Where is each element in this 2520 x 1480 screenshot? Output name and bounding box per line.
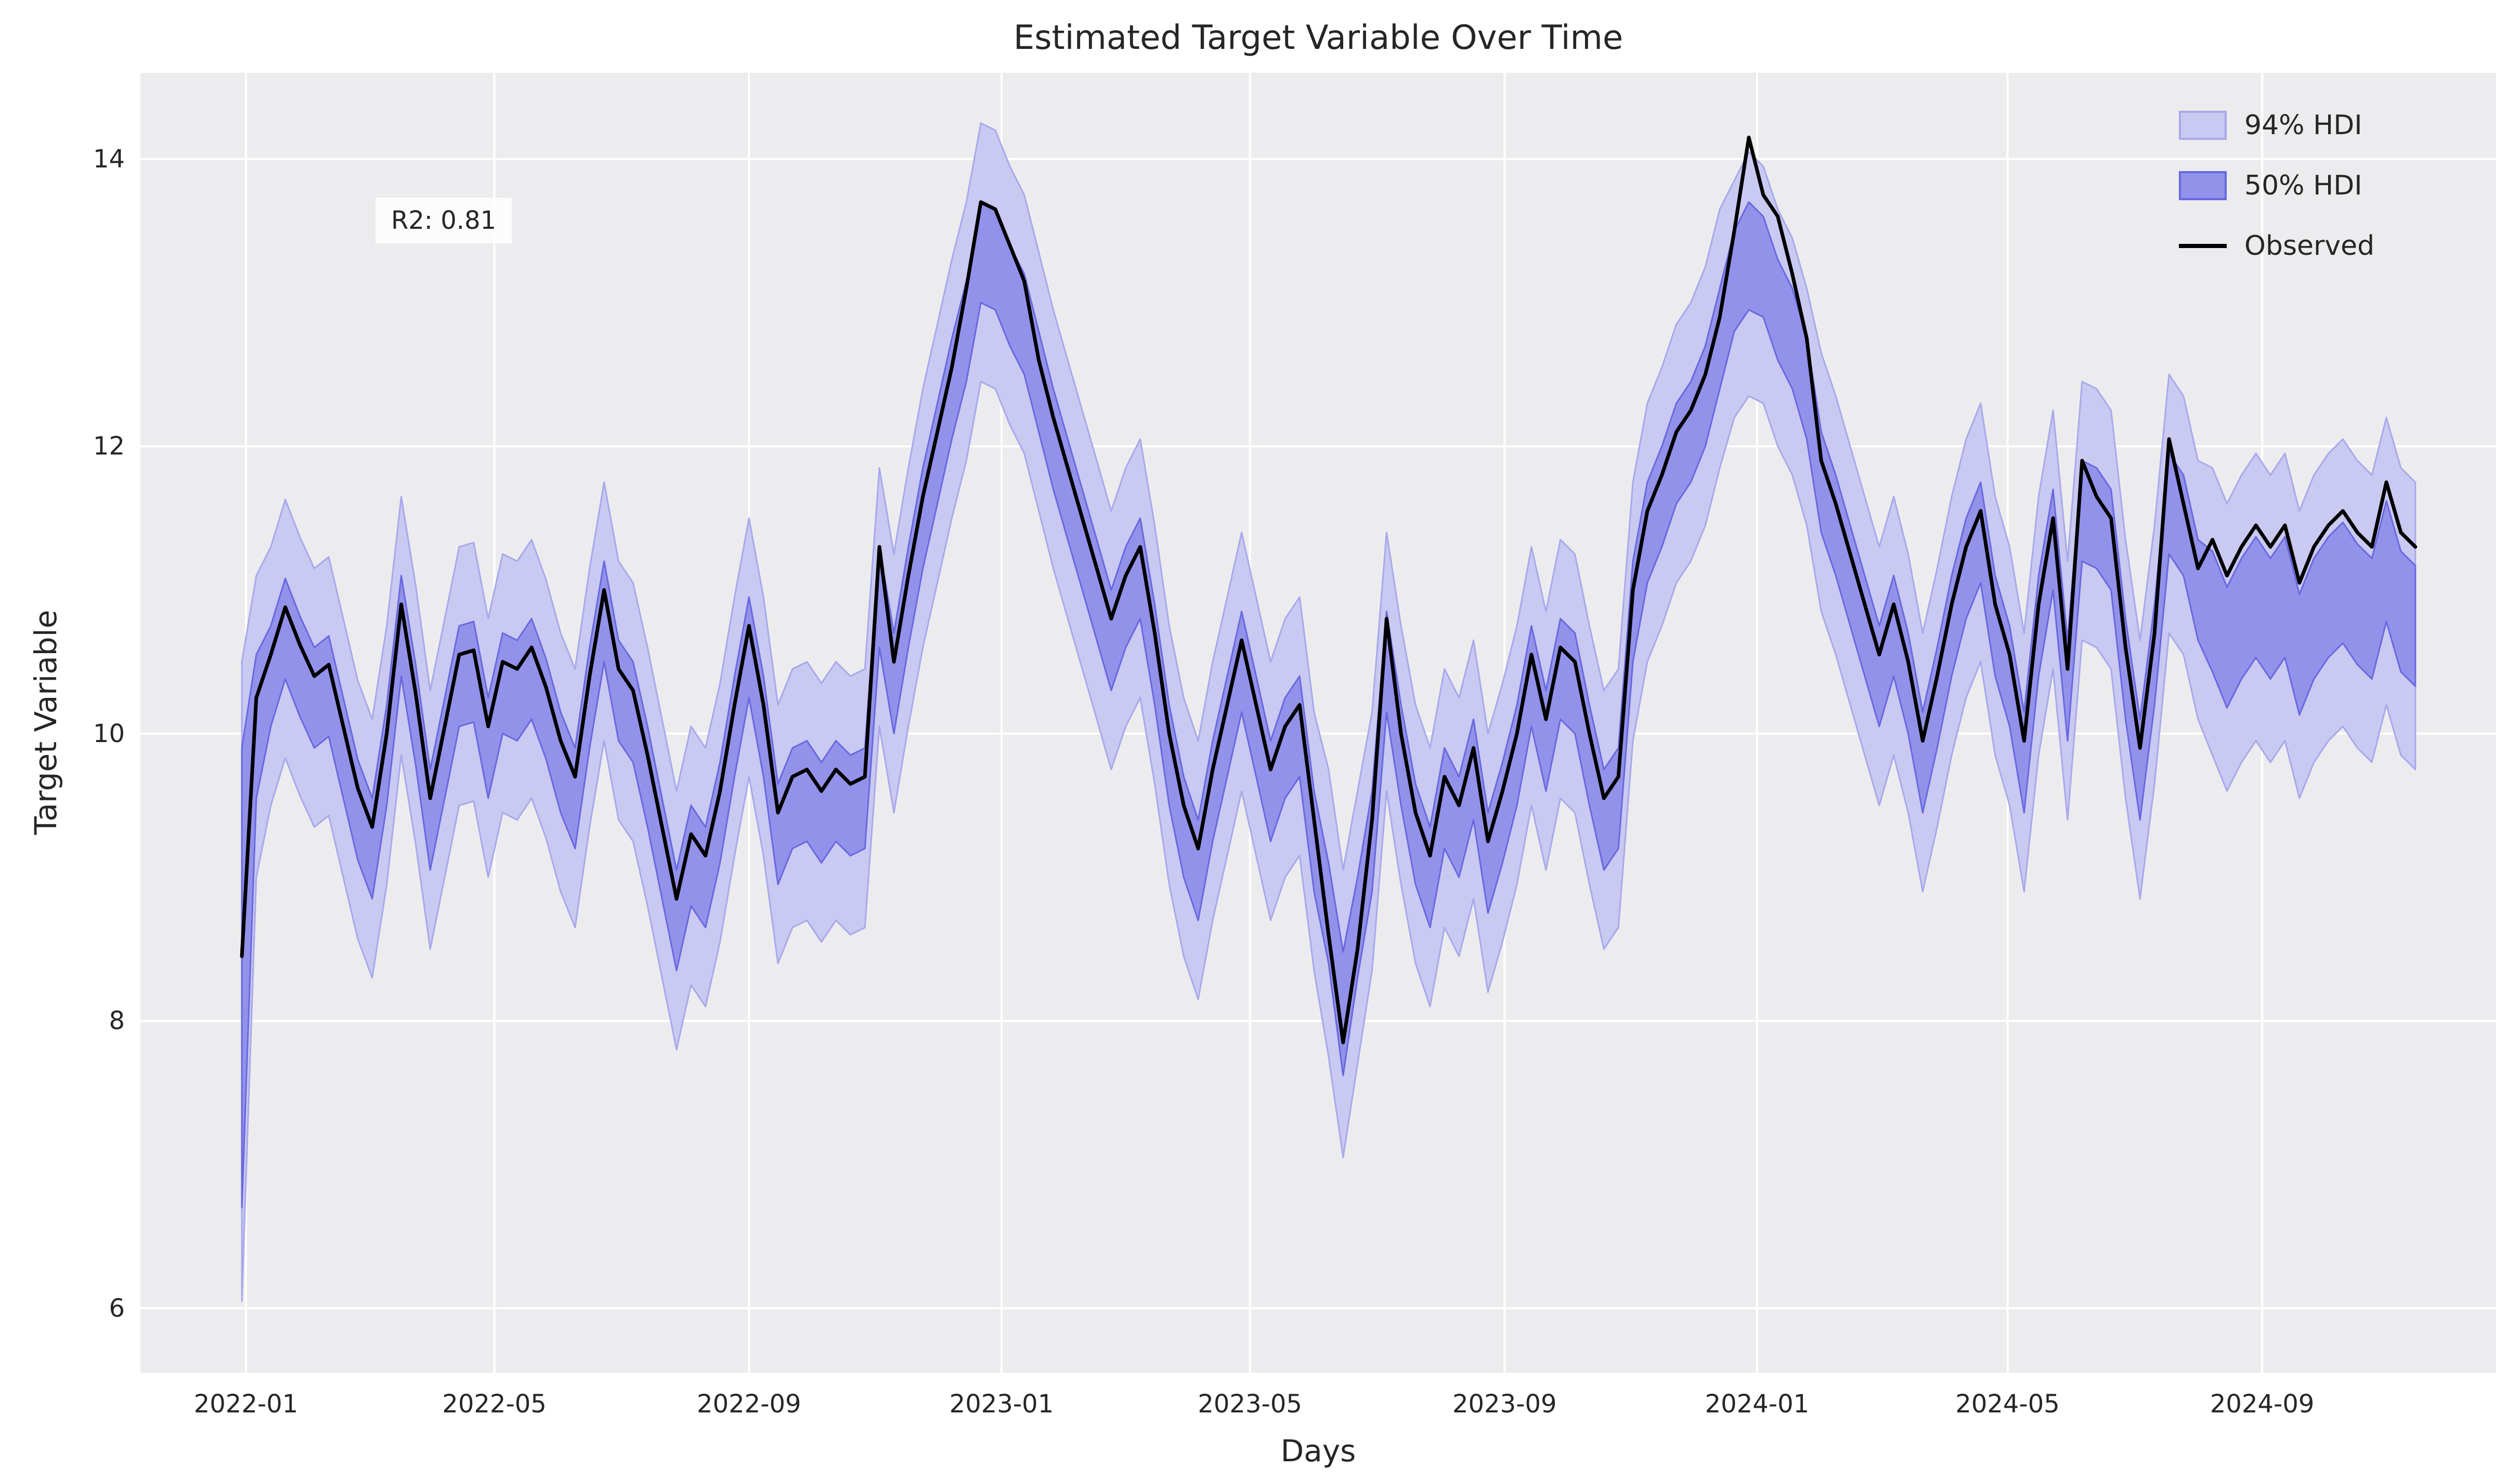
observed-line <box>240 135 2418 1045</box>
x-tick-label: 2024-09 <box>2210 1390 2315 1419</box>
hdi94-band-area <box>241 122 2417 1302</box>
legend-item-hdi50: 50% HDI <box>2179 162 2374 209</box>
y-tick-label: 6 <box>109 1293 125 1323</box>
y-tick-label: 12 <box>93 432 125 461</box>
legend-label-observed: Observed <box>2244 230 2375 262</box>
plot-area: R2: 0.81 <box>140 73 2496 1373</box>
x-tick-label: 2022-05 <box>442 1390 547 1419</box>
chart-canvas <box>140 73 2496 1373</box>
y-tick-label: 14 <box>93 144 125 174</box>
x-tick-label: 2023-09 <box>1452 1390 1557 1419</box>
x-axis-label: Days <box>1280 1433 1356 1469</box>
legend-item-hdi94: 94% HDI <box>2179 102 2374 149</box>
y-tick-label: 10 <box>93 719 125 748</box>
legend-label-hdi94: 94% HDI <box>2244 110 2362 141</box>
legend-label-hdi50: 50% HDI <box>2244 170 2362 201</box>
x-tick-label: 2024-01 <box>1705 1390 1810 1419</box>
hdi50-swatch <box>2179 171 2227 200</box>
x-tick-label: 2023-01 <box>949 1390 1054 1419</box>
r2-annotation: R2: 0.81 <box>375 198 512 243</box>
x-tick-label: 2023-05 <box>1198 1390 1302 1419</box>
y-tick-label: 8 <box>109 1006 125 1036</box>
x-tick-label: 2024-05 <box>1955 1390 2060 1419</box>
hdi94-swatch <box>2179 111 2227 140</box>
legend: 94% HDI 50% HDI Observed <box>2179 102 2374 269</box>
observed-line-swatch <box>2179 244 2227 248</box>
chart-title: Estimated Target Variable Over Time <box>1013 19 1623 57</box>
legend-item-observed: Observed <box>2179 223 2374 269</box>
x-tick-label: 2022-09 <box>697 1390 801 1419</box>
x-tick-label: 2022-01 <box>193 1390 298 1419</box>
